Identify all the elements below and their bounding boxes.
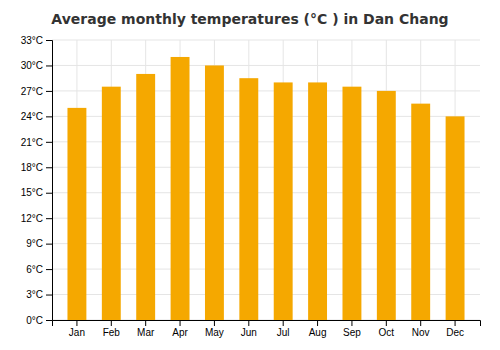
y-tick-mark xyxy=(46,116,52,117)
bar xyxy=(239,78,258,320)
x-tick: Aug xyxy=(309,320,327,338)
y-tick: 27°C xyxy=(21,86,52,97)
x-tick-label: Mar xyxy=(137,327,155,338)
y-tick-mark xyxy=(46,167,52,168)
x-tick-label: Jul xyxy=(277,327,290,338)
bar xyxy=(171,57,190,320)
x-tick-label: May xyxy=(205,327,224,338)
x-tick: Feb xyxy=(103,320,121,338)
bars xyxy=(67,57,464,320)
x-tick-label: Oct xyxy=(379,327,395,338)
y-tick-label: 0°C xyxy=(26,315,43,326)
y-tick: 15°C xyxy=(21,187,52,198)
y-tick-label: 24°C xyxy=(21,111,43,122)
x-tick: Jun xyxy=(241,320,257,338)
bar xyxy=(308,82,327,320)
x-tick-mark xyxy=(145,320,146,326)
x-tick-label: Nov xyxy=(412,327,430,338)
y-tick-label: 9°C xyxy=(26,238,43,249)
y-tick-mark xyxy=(46,218,52,219)
y-tick-label: 12°C xyxy=(21,213,43,224)
y-tick-mark xyxy=(46,320,52,321)
y-tick: 24°C xyxy=(21,111,52,122)
y-tick: 18°C xyxy=(21,162,52,173)
bar xyxy=(136,74,155,320)
y-tick: 6°C xyxy=(26,264,52,275)
y-tick-label: 15°C xyxy=(21,187,43,198)
y-grid-line xyxy=(52,65,480,66)
x-tick-mark xyxy=(283,320,284,326)
y-axis-line xyxy=(46,41,53,321)
x-tick: Apr xyxy=(172,320,188,338)
x-tick-label: Feb xyxy=(103,327,121,338)
bar xyxy=(102,87,121,320)
x-tick-label: Sep xyxy=(343,327,361,338)
y-tick-mark xyxy=(46,295,52,296)
y-tick-label: 33°C xyxy=(21,35,43,46)
x-axis-line xyxy=(53,321,481,327)
y-tick-mark xyxy=(46,91,52,92)
x-tick-mark xyxy=(420,320,421,326)
y-tick: 9°C xyxy=(26,238,52,249)
chart: 0°C 3°C 6°C 9°C 12°C 15°C 18°C 21°C 24°C 27°C 30°C… xyxy=(0,0,500,350)
y-tick-mark xyxy=(46,193,52,194)
y-tick-label: 6°C xyxy=(26,264,43,275)
x-tick-mark xyxy=(111,320,112,326)
grid xyxy=(52,40,480,320)
bar xyxy=(274,82,293,320)
x-tick-mark xyxy=(317,320,318,326)
x-tick: Jul xyxy=(277,320,290,338)
y-axis: 0°C 3°C 6°C 9°C 12°C 15°C 18°C 21°C 24°C 27°C 30°C… xyxy=(21,35,53,326)
x-tick: Dec xyxy=(446,320,464,338)
x-tick: Mar xyxy=(137,320,155,338)
title: Average monthly temperatures (°C ) in Da… xyxy=(51,11,448,27)
x-tick-mark xyxy=(351,320,352,326)
y-tick: 21°C xyxy=(21,137,52,148)
x-tick-label: Aug xyxy=(309,327,327,338)
y-tick-label: 3°C xyxy=(26,289,43,300)
y-tick-mark xyxy=(46,65,52,66)
x-tick-mark xyxy=(180,320,181,326)
x-tick-label: Dec xyxy=(446,327,464,338)
y-tick: 12°C xyxy=(21,213,52,224)
x-tick-mark xyxy=(214,320,215,326)
y-tick-mark xyxy=(46,269,52,270)
y-tick: 0°C xyxy=(26,315,52,326)
x-tick-label: Apr xyxy=(172,327,188,338)
x-axis: Jan Feb Mar Apr May Jun Jul Aug Sep Oct Nov Dec xyxy=(53,320,481,338)
y-tick-label: 21°C xyxy=(21,137,43,148)
y-tick-mark xyxy=(46,244,52,245)
x-tick-label: Jan xyxy=(69,327,85,338)
y-tick-label: 30°C xyxy=(21,60,43,71)
x-tick: Jan xyxy=(69,320,85,338)
x-tick-mark xyxy=(455,320,456,326)
bar xyxy=(446,116,465,320)
y-tick: 30°C xyxy=(21,60,52,71)
y-tick: 3°C xyxy=(26,289,52,300)
y-tick: 33°C xyxy=(21,35,52,46)
y-tick-mark xyxy=(46,40,52,41)
y-grid-line xyxy=(52,40,480,41)
x-tick-label: Jun xyxy=(241,327,257,338)
x-tick: Nov xyxy=(412,320,430,338)
bar xyxy=(377,91,396,320)
x-tick-mark xyxy=(76,320,77,326)
y-tick-mark xyxy=(46,142,52,143)
x-tick: Oct xyxy=(379,320,395,338)
bar xyxy=(67,108,86,320)
bar xyxy=(411,104,430,320)
bar xyxy=(205,65,224,320)
plot: 0°C 3°C 6°C 9°C 12°C 15°C 18°C 21°C 24°C 27°C 30°C… xyxy=(21,35,481,338)
x-tick: May xyxy=(205,320,224,338)
x-tick: Sep xyxy=(343,320,361,338)
y-tick-label: 27°C xyxy=(21,86,43,97)
y-tick-label: 18°C xyxy=(21,162,43,173)
x-tick-mark xyxy=(248,320,249,326)
x-tick-mark xyxy=(386,320,387,326)
bar xyxy=(342,87,361,320)
